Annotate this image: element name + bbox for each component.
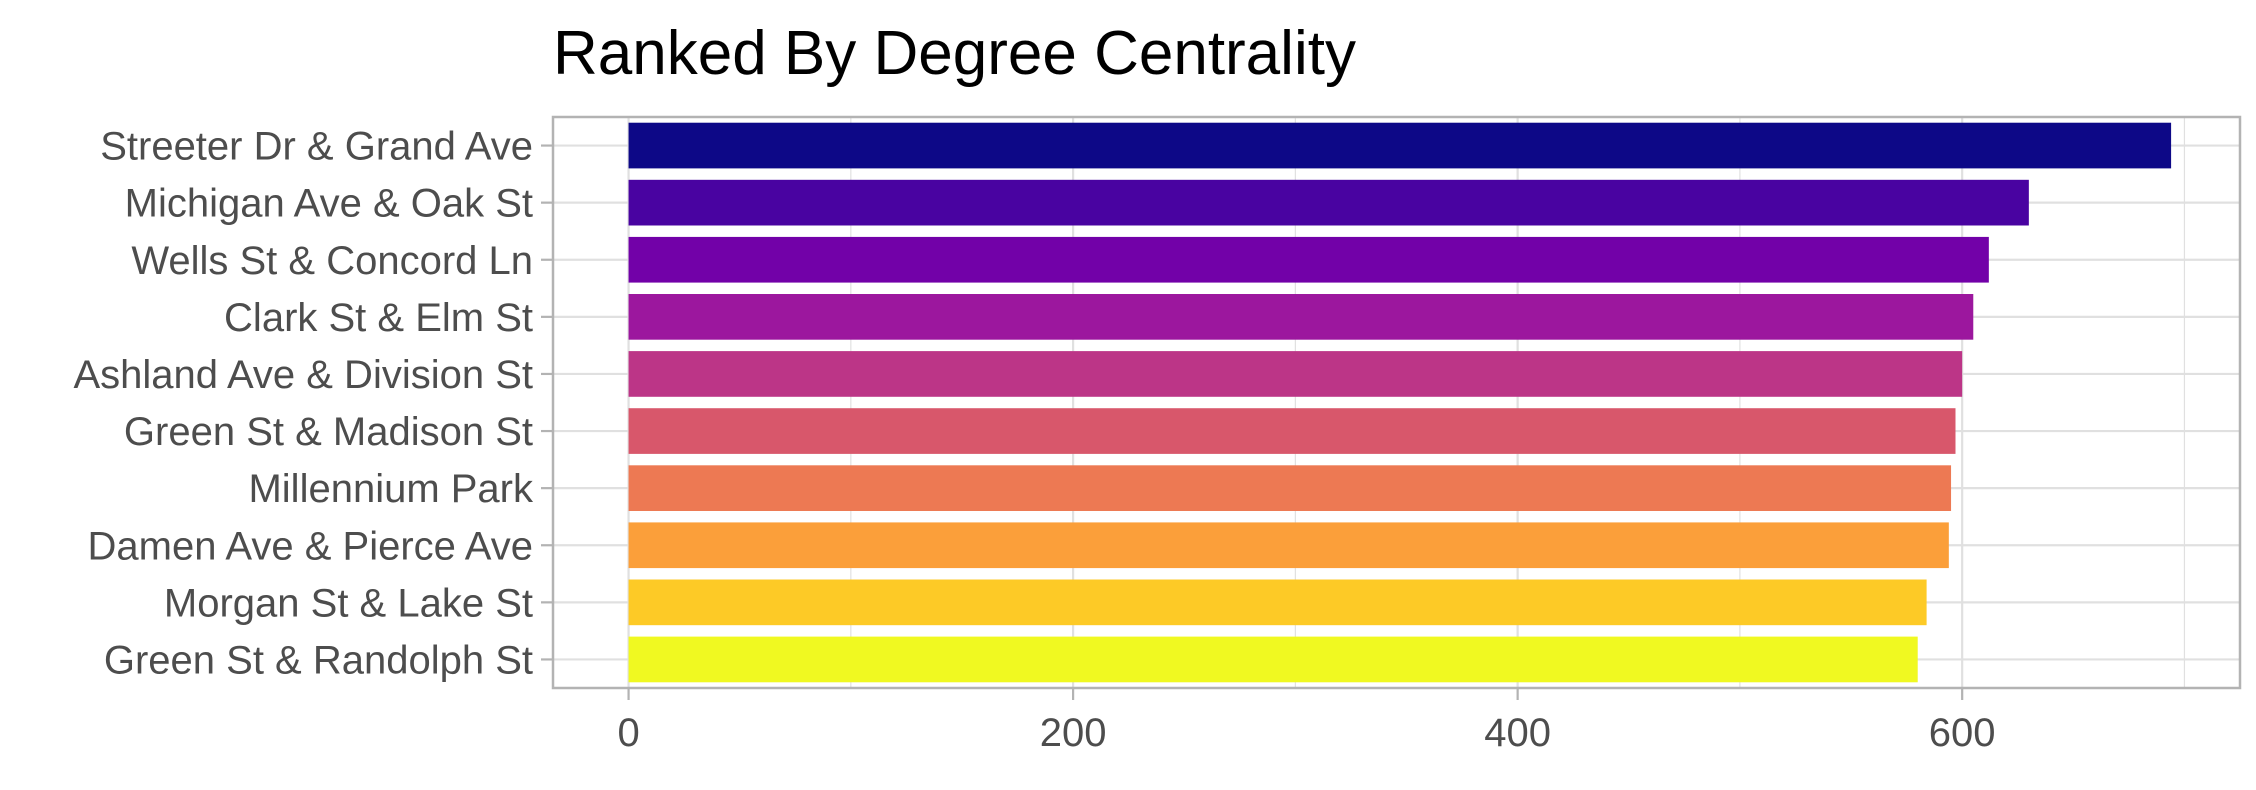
bar <box>628 636 1918 683</box>
y-tick-label: Millennium Park <box>248 467 534 511</box>
chart-title: Ranked By Degree Centrality <box>553 19 1356 88</box>
x-tick-label: 200 <box>1040 711 1107 755</box>
x-tick-label: 400 <box>1484 711 1551 755</box>
bar <box>628 465 1952 511</box>
y-tick-label: Morgan St & Lake St <box>164 581 533 625</box>
y-tick-label: Wells St & Concord Ln <box>131 239 533 283</box>
x-axis: 0 200 400 600 <box>617 688 1996 755</box>
bar <box>628 179 2029 226</box>
bar <box>628 351 1963 397</box>
y-tick-label: Michigan Ave & Oak St <box>125 182 533 226</box>
y-tick-label: Damen Ave & Pierce Ave <box>88 524 533 568</box>
bar <box>628 122 2172 169</box>
y-tick-label: Ashland Ave & Division St <box>73 353 533 397</box>
bar <box>628 408 1956 454</box>
x-tick-label: 0 <box>617 711 639 755</box>
y-tick-label: Green St & Randolph St <box>104 638 533 682</box>
bar <box>628 294 1974 340</box>
y-axis: Streeter Dr & Grand Ave Michigan Ave & Oa… <box>73 125 553 682</box>
y-tick-label: Green St & Madison St <box>124 410 533 454</box>
y-tick-label: Clark St & Elm St <box>224 296 533 340</box>
bar <box>628 579 1927 626</box>
bar <box>628 236 1989 283</box>
panel-border <box>551 115 2242 690</box>
x-tick-label: 600 <box>1929 711 1996 755</box>
y-tick-label: Streeter Dr & Grand Ave <box>100 125 533 169</box>
bar <box>628 522 1949 569</box>
bars <box>628 122 2172 683</box>
